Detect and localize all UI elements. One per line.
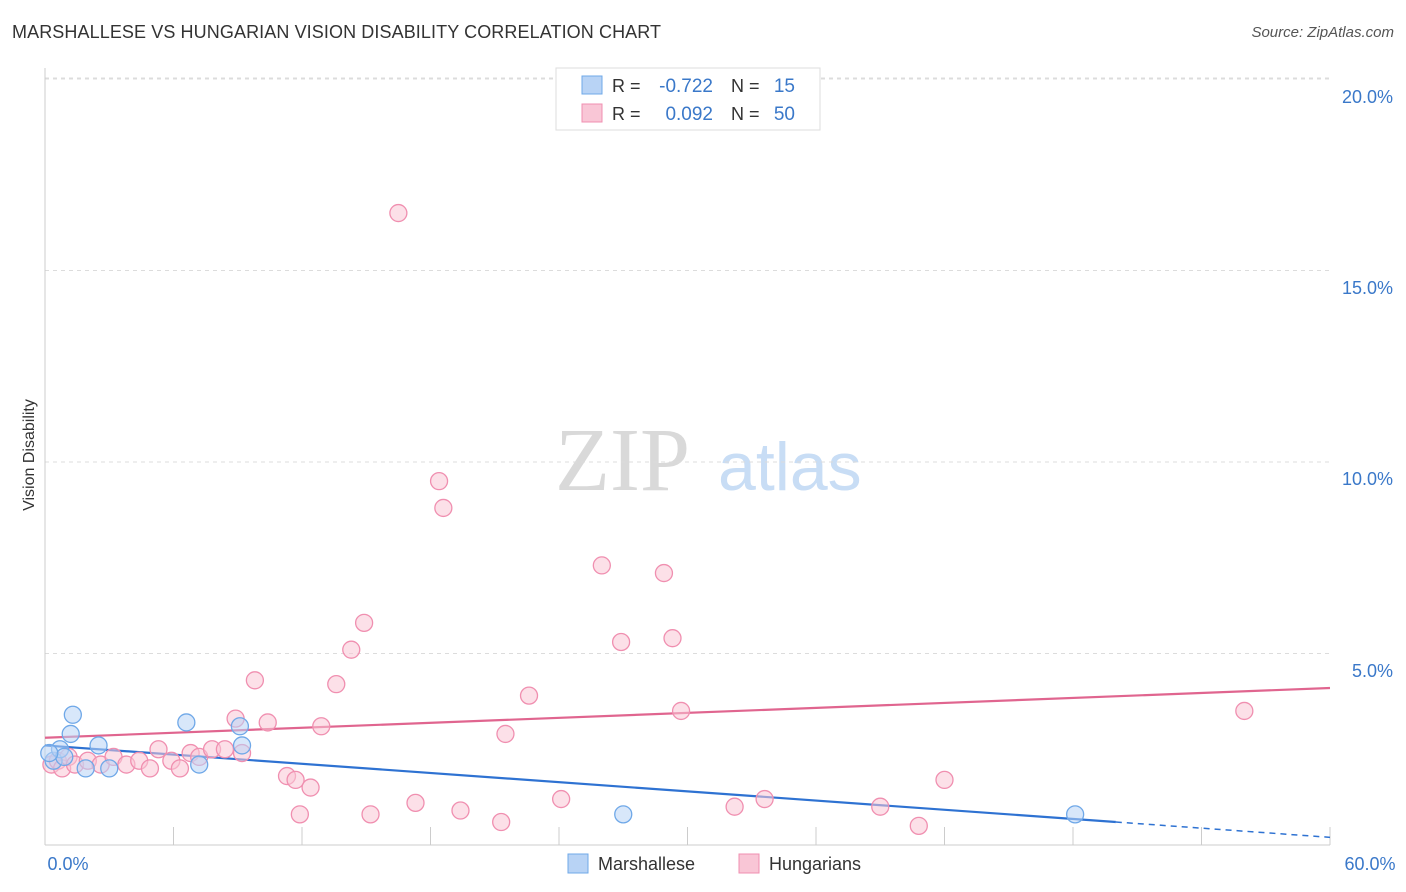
point-hungarians-26[interactable] bbox=[312, 717, 331, 736]
legend-r-value-hungarians: 0.092 bbox=[665, 104, 713, 125]
point-marshallese-5[interactable] bbox=[76, 759, 95, 778]
point-hungarians-45[interactable] bbox=[725, 797, 744, 816]
point-marshallese-3[interactable] bbox=[61, 724, 80, 744]
legend-n-value-marshallese: 15 bbox=[774, 76, 795, 97]
point-hungarians-29[interactable] bbox=[354, 613, 374, 633]
trend-line-extension-marshallese bbox=[1115, 821, 1331, 839]
point-marshallese-6[interactable] bbox=[89, 736, 108, 755]
y-axis-label: Vision Disability bbox=[21, 399, 38, 511]
point-marshallese-9[interactable] bbox=[190, 755, 209, 774]
point-hungarians-43[interactable] bbox=[663, 629, 682, 648]
grid-layer bbox=[45, 77, 1330, 654]
point-hungarians-31[interactable] bbox=[389, 203, 408, 223]
point-hungarians-49[interactable] bbox=[935, 770, 954, 790]
legend-n-label-hungarians: N = bbox=[731, 104, 760, 124]
point-hungarians-25[interactable] bbox=[301, 778, 320, 797]
point-hungarians-40[interactable] bbox=[592, 556, 611, 575]
point-hungarians-34[interactable] bbox=[434, 498, 453, 518]
point-hungarians-42[interactable] bbox=[654, 563, 674, 583]
legend-swatch-hungarians bbox=[581, 103, 603, 123]
chart-title: MARSHALLESE VS HUNGARIAN VISION DISABILI… bbox=[12, 22, 662, 42]
point-hungarians-46[interactable] bbox=[755, 789, 774, 809]
legend-top: R = -0.722 N = 15 R = 0.092 N = 50 bbox=[555, 67, 821, 131]
point-hungarians-20[interactable] bbox=[245, 671, 265, 690]
legend-n-value-hungarians: 50 bbox=[774, 104, 795, 125]
point-hungarians-39[interactable] bbox=[551, 789, 571, 809]
point-marshallese-13[interactable] bbox=[1065, 805, 1085, 824]
point-hungarians-28[interactable] bbox=[342, 640, 361, 659]
legend-bottom-label-hungarians: Hungarians bbox=[769, 854, 861, 874]
point-hungarians-13[interactable] bbox=[170, 759, 190, 778]
points-layer bbox=[40, 203, 1254, 835]
watermark: ZIP atlas bbox=[555, 411, 862, 510]
chart-source: Source: ZipAtlas.com bbox=[1251, 24, 1394, 41]
point-hungarians-48[interactable] bbox=[909, 816, 928, 835]
point-hungarians-30[interactable] bbox=[361, 805, 380, 824]
legend-r-label-marshallese: R = bbox=[612, 76, 641, 96]
axis-layer bbox=[44, 68, 1331, 846]
y-tick-label-20: 20.0% bbox=[1342, 87, 1393, 107]
watermark-zip: ZIP bbox=[555, 411, 690, 510]
point-hungarians-33[interactable] bbox=[429, 471, 449, 491]
point-hungarians-36[interactable] bbox=[492, 812, 511, 832]
point-hungarians-23[interactable] bbox=[286, 770, 305, 790]
point-marshallese-12[interactable] bbox=[614, 805, 633, 824]
point-marshallese-8[interactable] bbox=[177, 713, 196, 732]
point-marshallese-11[interactable] bbox=[232, 736, 252, 755]
point-hungarians-41[interactable] bbox=[611, 632, 631, 652]
point-hungarians-47[interactable] bbox=[871, 797, 890, 816]
point-hungarians-11[interactable] bbox=[149, 740, 168, 759]
legend-r-label-hungarians: R = bbox=[612, 104, 641, 124]
point-hungarians-38[interactable] bbox=[519, 686, 539, 705]
point-hungarians-17[interactable] bbox=[215, 740, 235, 759]
legend-r-value-marshallese: -0.722 bbox=[659, 76, 713, 97]
point-marshallese-7[interactable] bbox=[100, 759, 119, 778]
y-tick-label-15: 15.0% bbox=[1342, 278, 1393, 298]
point-hungarians-10[interactable] bbox=[140, 759, 160, 778]
y-tick-label-10: 10.0% bbox=[1342, 469, 1393, 489]
point-hungarians-35[interactable] bbox=[451, 801, 470, 820]
legend-swatch-marshallese bbox=[581, 75, 603, 95]
point-hungarians-21[interactable] bbox=[258, 713, 277, 732]
point-hungarians-50[interactable] bbox=[1235, 701, 1254, 721]
point-marshallese-2[interactable] bbox=[55, 747, 74, 767]
point-hungarians-32[interactable] bbox=[406, 793, 425, 813]
point-hungarians-44[interactable] bbox=[671, 701, 691, 721]
point-marshallese-10[interactable] bbox=[230, 717, 250, 736]
legend-bottom-label-marshallese: Marshallese bbox=[598, 854, 695, 874]
point-marshallese-14[interactable] bbox=[40, 743, 59, 763]
legend-n-label-marshallese: N = bbox=[731, 76, 760, 96]
x-tick-label-min: 0.0% bbox=[47, 854, 88, 874]
legend-bottom-swatch-hungarians bbox=[738, 853, 760, 874]
y-tick-label-5: 5.0% bbox=[1352, 661, 1393, 681]
point-hungarians-27[interactable] bbox=[327, 674, 346, 694]
legend-bottom: Marshallese Hungarians bbox=[567, 853, 861, 874]
point-marshallese-4[interactable] bbox=[63, 705, 82, 724]
x-tick-label-max: 60.0% bbox=[1344, 854, 1395, 874]
watermark-atlas: atlas bbox=[718, 429, 862, 505]
point-hungarians-24[interactable] bbox=[290, 805, 310, 824]
legend-bottom-swatch-marshallese bbox=[567, 853, 589, 874]
point-hungarians-37[interactable] bbox=[496, 724, 515, 744]
